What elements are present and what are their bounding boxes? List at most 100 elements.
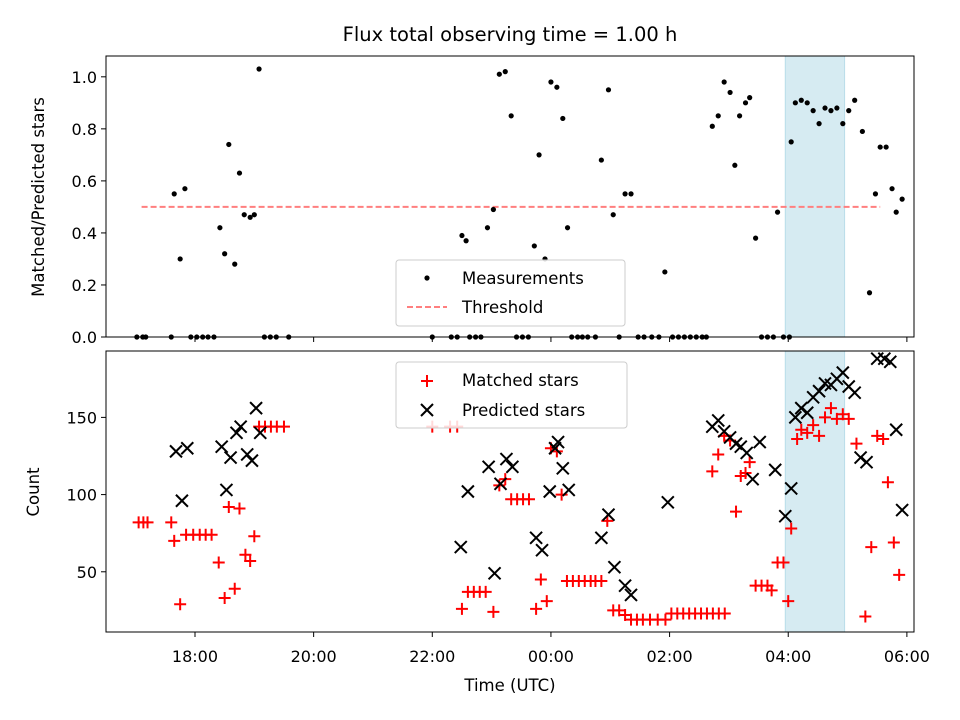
predicted-stars-point (543, 484, 557, 499)
count-legend-box (395, 361, 628, 429)
predicted-stars-point (245, 453, 259, 468)
highlight-span-rect (784, 55, 846, 338)
predicted-stars-point (788, 410, 803, 425)
predicted-stars-point (169, 444, 183, 459)
predicted-stars-point (895, 503, 909, 517)
measurements-point (792, 100, 798, 106)
measurements-point (715, 113, 721, 119)
predicted-stars-point (487, 566, 502, 581)
measurements-point (598, 157, 604, 163)
measurements-point (804, 100, 810, 106)
ratio-y-axis-label: Matched/Predicted stars (29, 97, 48, 297)
count-x-ticks: 18:00 20:00 22:00 00:00 02:00 04:00 06:00 (172, 632, 930, 666)
measurements-point (247, 214, 253, 220)
measurements-point (889, 186, 895, 192)
predicted-stars-point (745, 472, 760, 486)
measurements-point (747, 95, 753, 101)
measurements-point (662, 269, 668, 275)
measurements-point (834, 105, 840, 111)
measurements-point (828, 108, 834, 114)
measurements-point (241, 212, 247, 218)
ratio-x-ticks (194, 337, 908, 342)
predicted-stars-point (739, 446, 754, 460)
matched-stars-point (791, 433, 804, 446)
matched-stars-point (765, 584, 778, 597)
measurements-point (182, 186, 188, 192)
y-tick-label: 0.6 (72, 172, 97, 191)
matched-stars-point (718, 607, 731, 620)
predicted-stars-legend-label: Predicted stars (462, 401, 585, 420)
matched-stars-point (859, 610, 872, 623)
x-axis-label: Time (UTC) (463, 676, 555, 695)
x-tick-label: 06:00 (884, 647, 930, 666)
measurements-point (846, 108, 852, 114)
measurements-point (484, 225, 491, 231)
measurements-point (822, 105, 828, 111)
measurements-point (628, 191, 634, 197)
matched-stars-point (222, 500, 235, 513)
count-plot-frame (105, 350, 915, 633)
measurements-point (840, 121, 846, 127)
predicted-stars-point (836, 365, 850, 380)
predicted-stars-point (551, 435, 565, 449)
predicted-stars-point (601, 507, 616, 522)
measurements-point (236, 170, 243, 176)
measurements-point (872, 191, 879, 197)
measurements-point (564, 225, 571, 231)
measurements-point (217, 225, 223, 231)
matched-stars-point (174, 598, 187, 611)
matched-stars-legend-label: Matched stars (462, 371, 579, 390)
matched-stars-point (743, 456, 756, 469)
predicted-stars-point (889, 423, 903, 437)
matched-stars-point (813, 429, 826, 442)
measurements-point (610, 212, 616, 218)
matched-stars-point (534, 573, 547, 586)
matched-stars-point (785, 522, 798, 535)
matched-stars-point (887, 536, 900, 549)
x-tick-label: 22:00 (409, 647, 455, 666)
matched-stars-point (819, 411, 832, 424)
predicted-stars-point (562, 483, 576, 497)
y-tick-label: 0.8 (72, 120, 97, 139)
y-tick-label: 0.0 (72, 328, 97, 347)
y-tick-label: 0.4 (72, 224, 97, 243)
measurements-legend-marker (424, 275, 430, 281)
measurements-point (798, 97, 804, 103)
predicted-stars-point (461, 484, 475, 499)
y-tick-label: 1.0 (72, 68, 97, 87)
predicted-stars-point (493, 477, 508, 491)
matched-stars-point (706, 465, 719, 478)
matched-stars-point (455, 602, 468, 615)
ratio-panel: 0.0 0.2 0.4 0.6 0.8 1.0 Matched/Predicted sta… (29, 55, 915, 347)
measurements-point (502, 69, 508, 75)
x-tick-label: 00:00 (528, 647, 574, 666)
predicted-stars-point (768, 463, 782, 477)
predicted-stars-point (812, 384, 826, 398)
measurements-point (256, 66, 262, 72)
matched-stars-point (739, 466, 752, 479)
matched-stars-point (212, 556, 225, 569)
measurements-point (721, 79, 727, 85)
measurements-point (774, 209, 781, 215)
y-tick-label: 50 (77, 563, 97, 582)
y-tick-label: 100 (66, 486, 97, 505)
measurements-point (788, 139, 794, 145)
matched-stars-point (712, 448, 725, 461)
predicted-stars-point (778, 509, 792, 523)
x-tick-label: 18:00 (172, 647, 218, 666)
matched-stars-point (782, 595, 795, 608)
measurements-point (222, 251, 228, 257)
matched-stars-point (555, 488, 568, 501)
measurements-point (605, 87, 612, 93)
highlight-span (784, 55, 846, 338)
predicted-stars-point (859, 455, 874, 469)
matched-stars-point (877, 433, 890, 446)
predicted-stars-point (175, 494, 189, 508)
matched-stars-point (233, 502, 246, 515)
predicted-stars-point (661, 495, 675, 510)
predicted-stars-point (607, 560, 622, 574)
predicted-stars-point (753, 435, 767, 449)
predicted-stars-point (253, 426, 267, 440)
measurements-point (727, 89, 733, 96)
